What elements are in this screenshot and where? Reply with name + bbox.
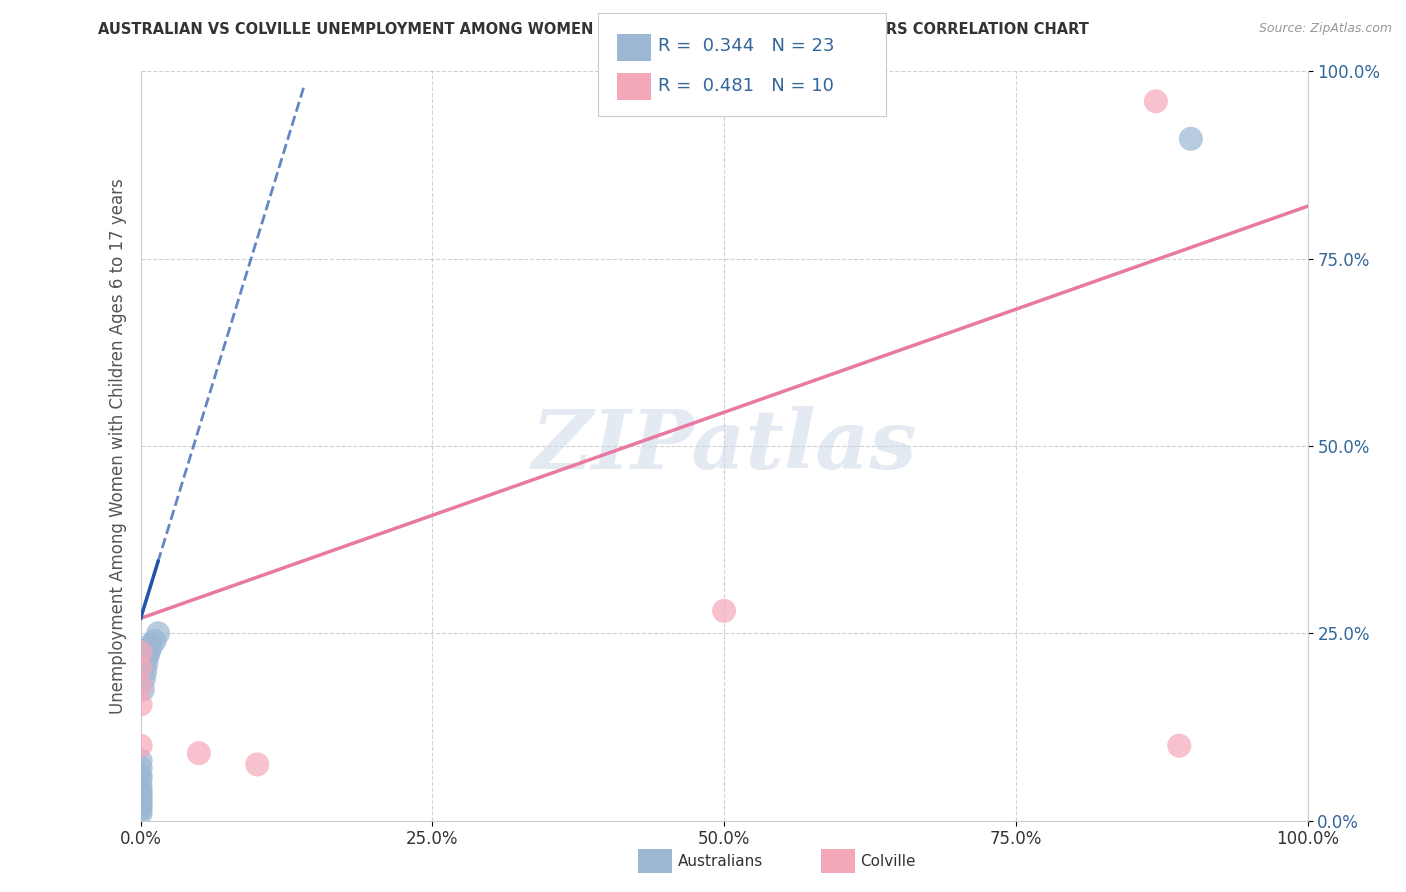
Point xyxy=(129,791,152,805)
Point xyxy=(129,788,152,802)
Point xyxy=(129,679,152,693)
Point xyxy=(129,783,152,797)
Text: Colville: Colville xyxy=(860,855,915,869)
Point xyxy=(129,645,152,659)
Point xyxy=(129,795,152,809)
Point xyxy=(188,746,211,760)
Point xyxy=(129,806,152,821)
Point xyxy=(139,638,162,652)
Text: Source: ZipAtlas.com: Source: ZipAtlas.com xyxy=(1258,22,1392,36)
Text: Australians: Australians xyxy=(678,855,763,869)
Point xyxy=(129,802,152,816)
Point xyxy=(132,671,155,685)
Text: R =  0.344   N = 23: R = 0.344 N = 23 xyxy=(658,37,835,55)
Point xyxy=(129,739,152,753)
Point xyxy=(1180,132,1202,146)
Point xyxy=(135,657,157,671)
Point xyxy=(129,754,152,768)
Point xyxy=(134,664,156,678)
Text: R =  0.481   N = 10: R = 0.481 N = 10 xyxy=(658,77,834,95)
Point xyxy=(143,633,166,648)
Point xyxy=(146,626,169,640)
Text: AUSTRALIAN VS COLVILLE UNEMPLOYMENT AMONG WOMEN WITH CHILDREN AGES 6 TO 17 YEARS: AUSTRALIAN VS COLVILLE UNEMPLOYMENT AMON… xyxy=(98,22,1090,37)
Point xyxy=(129,698,152,712)
Point xyxy=(1168,739,1191,753)
Point xyxy=(129,780,152,794)
Text: ZIPatlas: ZIPatlas xyxy=(531,406,917,486)
Point xyxy=(138,645,160,659)
Point xyxy=(129,798,152,813)
Point xyxy=(1144,95,1167,109)
Point xyxy=(129,761,152,775)
Point xyxy=(129,772,152,787)
Point xyxy=(713,604,735,618)
Point xyxy=(129,769,152,783)
Point xyxy=(132,682,155,697)
Y-axis label: Unemployment Among Women with Children Ages 6 to 17 years: Unemployment Among Women with Children A… xyxy=(108,178,127,714)
Point xyxy=(246,757,269,772)
Point xyxy=(129,660,152,674)
Point xyxy=(139,641,162,656)
Point xyxy=(136,648,159,663)
